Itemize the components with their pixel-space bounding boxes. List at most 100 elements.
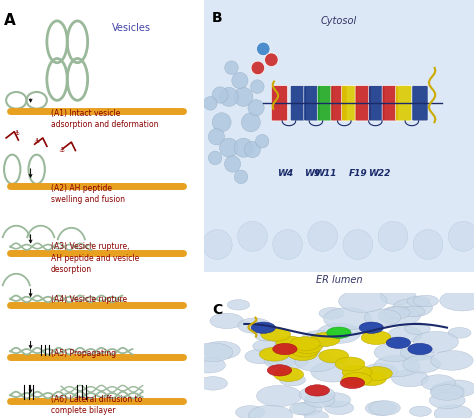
Text: (A1) Intact vesicle
adsorption and deformation: (A1) Intact vesicle adsorption and defor… bbox=[51, 109, 158, 129]
Circle shape bbox=[310, 333, 340, 347]
Circle shape bbox=[191, 357, 226, 373]
Text: ⚓: ⚓ bbox=[13, 130, 19, 136]
Circle shape bbox=[236, 405, 265, 418]
Circle shape bbox=[279, 374, 305, 386]
Circle shape bbox=[251, 80, 264, 94]
Circle shape bbox=[212, 113, 231, 132]
Text: ⚓: ⚓ bbox=[58, 147, 64, 153]
Circle shape bbox=[342, 372, 372, 386]
Circle shape bbox=[401, 345, 434, 360]
FancyBboxPatch shape bbox=[412, 86, 428, 121]
Circle shape bbox=[308, 222, 337, 251]
Circle shape bbox=[429, 392, 465, 409]
Circle shape bbox=[361, 331, 391, 344]
Circle shape bbox=[448, 222, 474, 251]
Circle shape bbox=[245, 349, 277, 364]
Text: B: B bbox=[212, 11, 223, 25]
Text: F19: F19 bbox=[348, 169, 367, 178]
Circle shape bbox=[225, 156, 241, 172]
Circle shape bbox=[202, 342, 240, 359]
Circle shape bbox=[234, 170, 248, 184]
Circle shape bbox=[234, 87, 253, 106]
FancyBboxPatch shape bbox=[304, 86, 320, 121]
Circle shape bbox=[392, 298, 432, 317]
Text: (A5) Propagating: (A5) Propagating bbox=[51, 349, 116, 358]
Circle shape bbox=[343, 229, 373, 260]
Circle shape bbox=[301, 331, 337, 347]
Circle shape bbox=[380, 288, 416, 305]
Circle shape bbox=[241, 113, 260, 132]
Text: W11: W11 bbox=[314, 169, 337, 178]
Circle shape bbox=[300, 386, 335, 403]
Circle shape bbox=[365, 401, 397, 415]
Circle shape bbox=[340, 377, 365, 389]
Circle shape bbox=[440, 290, 474, 311]
Circle shape bbox=[304, 393, 335, 407]
Circle shape bbox=[359, 322, 383, 334]
Circle shape bbox=[335, 357, 365, 371]
Circle shape bbox=[386, 337, 410, 349]
Circle shape bbox=[319, 349, 348, 363]
Circle shape bbox=[319, 308, 344, 319]
Circle shape bbox=[232, 72, 248, 89]
Circle shape bbox=[234, 138, 253, 157]
Circle shape bbox=[273, 229, 302, 260]
Text: (A3) Vesicle rupture,
AH peptide and vesicle
desorption: (A3) Vesicle rupture, AH peptide and ves… bbox=[51, 242, 139, 274]
Circle shape bbox=[374, 355, 420, 377]
Circle shape bbox=[267, 350, 309, 370]
Circle shape bbox=[219, 138, 238, 157]
Circle shape bbox=[204, 97, 217, 110]
Circle shape bbox=[251, 322, 275, 334]
Circle shape bbox=[255, 135, 269, 148]
Circle shape bbox=[365, 309, 401, 326]
Circle shape bbox=[408, 344, 432, 354]
FancyBboxPatch shape bbox=[369, 86, 385, 121]
Text: (A6) Lateral diffusion to
complete bilayer: (A6) Lateral diffusion to complete bilay… bbox=[51, 395, 142, 415]
Circle shape bbox=[363, 367, 392, 380]
Circle shape bbox=[338, 290, 387, 312]
Circle shape bbox=[273, 344, 297, 354]
Circle shape bbox=[264, 53, 278, 66]
Circle shape bbox=[209, 151, 222, 165]
FancyBboxPatch shape bbox=[290, 86, 307, 121]
FancyBboxPatch shape bbox=[331, 86, 347, 121]
Circle shape bbox=[410, 406, 431, 416]
Circle shape bbox=[290, 343, 319, 357]
Circle shape bbox=[388, 326, 422, 342]
Circle shape bbox=[434, 405, 472, 418]
Circle shape bbox=[237, 222, 267, 251]
Circle shape bbox=[253, 340, 279, 352]
Circle shape bbox=[248, 405, 292, 418]
Circle shape bbox=[364, 363, 398, 379]
Text: W4: W4 bbox=[277, 169, 293, 178]
Circle shape bbox=[198, 377, 228, 390]
Circle shape bbox=[212, 87, 228, 103]
Circle shape bbox=[274, 337, 302, 350]
Circle shape bbox=[304, 411, 328, 418]
FancyBboxPatch shape bbox=[382, 86, 398, 121]
Circle shape bbox=[319, 393, 351, 407]
Circle shape bbox=[405, 323, 430, 334]
Circle shape bbox=[430, 382, 464, 398]
Circle shape bbox=[305, 385, 329, 396]
Circle shape bbox=[255, 330, 280, 342]
Circle shape bbox=[259, 347, 289, 361]
Circle shape bbox=[256, 42, 270, 56]
Circle shape bbox=[267, 364, 292, 376]
Circle shape bbox=[290, 403, 315, 415]
Circle shape bbox=[324, 308, 372, 330]
FancyBboxPatch shape bbox=[317, 86, 334, 121]
Circle shape bbox=[440, 380, 474, 397]
Circle shape bbox=[431, 351, 473, 370]
Text: Cytosol: Cytosol bbox=[321, 16, 357, 26]
Circle shape bbox=[317, 323, 361, 343]
Text: (A4) Vesicle rupture: (A4) Vesicle rupture bbox=[51, 295, 127, 304]
Circle shape bbox=[264, 354, 295, 368]
Circle shape bbox=[202, 229, 232, 260]
Circle shape bbox=[421, 375, 456, 391]
Circle shape bbox=[402, 306, 425, 317]
Circle shape bbox=[219, 87, 238, 106]
Circle shape bbox=[342, 365, 372, 379]
Circle shape bbox=[261, 327, 291, 341]
Circle shape bbox=[384, 307, 410, 319]
